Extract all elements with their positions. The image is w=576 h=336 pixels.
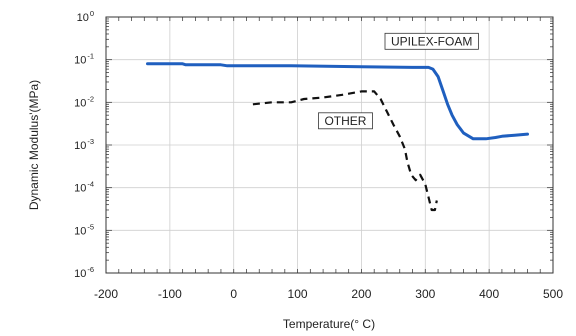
- annotation-other: OTHER: [318, 112, 373, 130]
- x-tick-label: 0: [230, 287, 237, 301]
- y-tick-label: 10-3: [74, 137, 94, 152]
- y-axis-label: Dynamic Modulus'(MPa): [27, 80, 41, 210]
- x-tick-labels: -200 -100 0 100 200 300 400 500: [94, 287, 563, 301]
- x-tick-label: 300: [415, 287, 435, 301]
- series-line-upilex-foam: [146, 62, 529, 141]
- annotation-upilex-foam: UPILEX-FOAM: [384, 32, 479, 50]
- x-tick-label: 500: [543, 287, 563, 301]
- x-tick-label: 400: [479, 287, 499, 301]
- annotation-text: UPILEX-FOAM: [391, 34, 472, 48]
- x-axis-label: Temperature(° C): [283, 317, 375, 331]
- series-layer: [146, 62, 529, 212]
- annotation-box: [384, 32, 479, 50]
- y-tick-label: 10-6: [74, 265, 94, 280]
- y-tick-label: 100: [77, 9, 94, 24]
- series-line-other: [252, 90, 438, 212]
- x-tick-label: 100: [288, 287, 308, 301]
- annotation-text: OTHER: [324, 114, 366, 128]
- y-tick-label: 10-2: [74, 94, 94, 109]
- y-tick-label: 10-1: [74, 52, 94, 67]
- plot-frame: [105, 16, 554, 274]
- x-tick-label: 200: [351, 287, 371, 301]
- x-tick-label: -200: [94, 287, 118, 301]
- annotations: UPILEX-FOAM OTHER: [318, 32, 479, 130]
- grid-lines: [106, 17, 553, 273]
- x-tick-label: -100: [158, 287, 182, 301]
- annotation-box: [318, 112, 373, 130]
- y-tick-labels: 10-6 10-5 10-4 10-3 10-2 10-1 100: [74, 9, 94, 280]
- y-tick-label: 10-5: [74, 222, 94, 237]
- y-tick-label: 10-4: [74, 180, 94, 195]
